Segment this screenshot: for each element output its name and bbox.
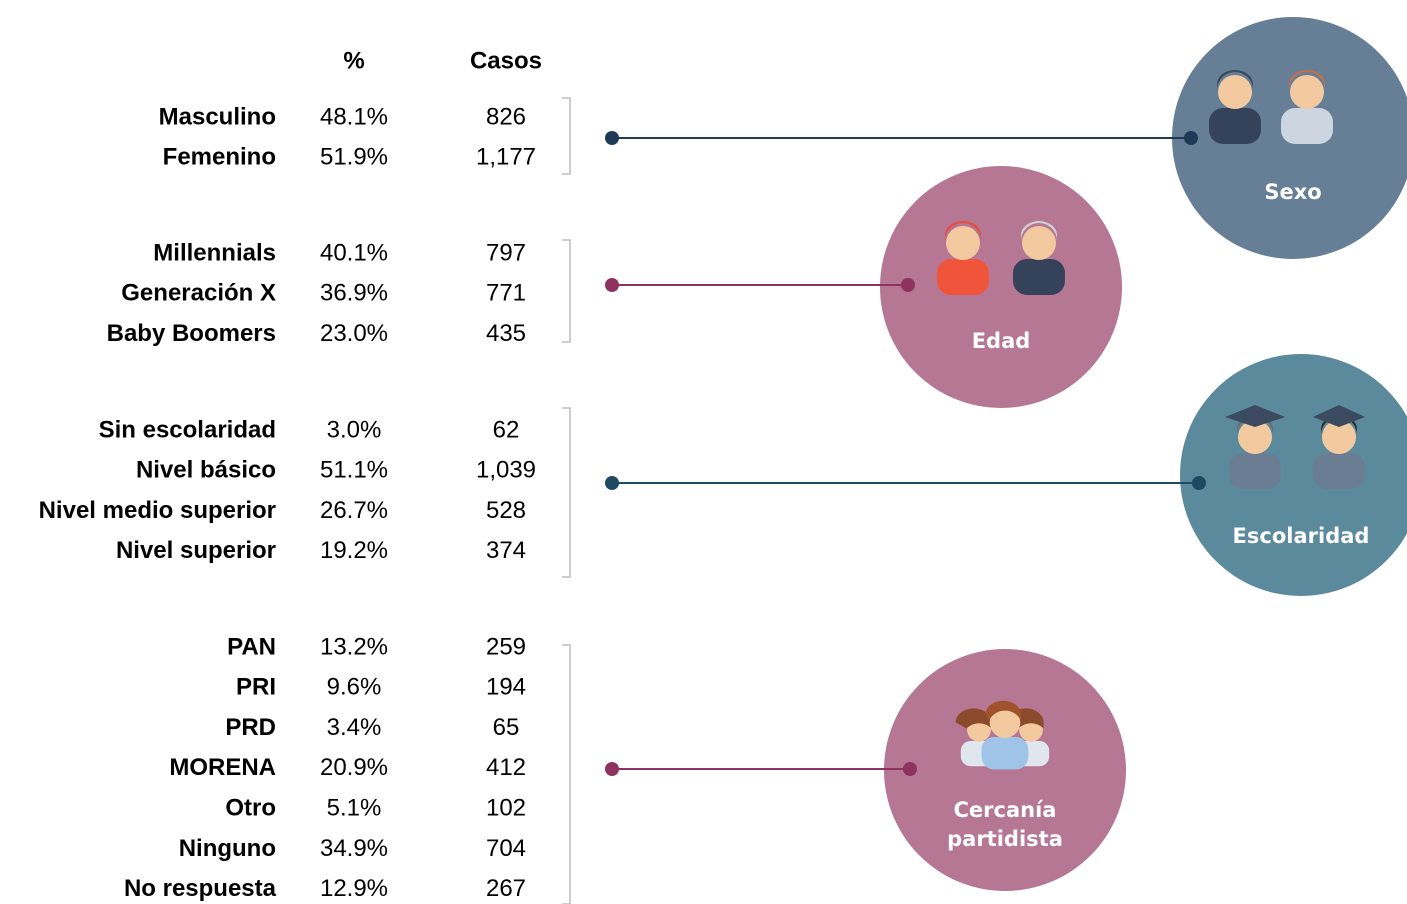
icon-head [1022, 226, 1056, 260]
icon-body [1013, 259, 1065, 295]
category-title: Escolaridad [1232, 524, 1370, 548]
row-percent: 51.1% [320, 457, 388, 484]
connector-dot [605, 278, 619, 292]
icon-head [989, 707, 1021, 738]
row-percent: 20.9% [320, 754, 388, 781]
row-percent: 13.2% [320, 633, 388, 660]
icon-body [1313, 453, 1365, 489]
row-cases: 826 [486, 103, 526, 130]
row-label: Femenino [163, 144, 276, 171]
row-percent: 3.0% [327, 416, 382, 443]
icon-body [937, 259, 989, 295]
row-cases: 1,039 [476, 457, 536, 484]
icon-cap [1225, 405, 1365, 427]
row-cases: 267 [486, 875, 526, 902]
row-percent: 51.9% [320, 144, 388, 171]
category-circle [884, 649, 1126, 891]
bracket [562, 407, 571, 578]
bracket [562, 644, 571, 904]
bracket [562, 239, 571, 343]
row-percent: 40.1% [320, 239, 388, 266]
row-cases: 704 [486, 835, 526, 862]
icon-head [1218, 75, 1252, 109]
row-label: No respuesta [124, 875, 277, 902]
connector-dot [1184, 131, 1198, 145]
row-cases: 62 [493, 416, 520, 443]
row-cases: 1,177 [476, 144, 536, 171]
row-cases: 412 [486, 754, 526, 781]
connector-dot [903, 762, 917, 776]
row-percent: 5.1% [327, 795, 382, 822]
row-percent: 19.2% [320, 537, 388, 564]
row-percent: 9.6% [327, 674, 382, 701]
row-label: Nivel medio superior [39, 497, 276, 524]
row-cases: 797 [486, 239, 526, 266]
bracket [562, 97, 571, 175]
row-label: PRI [236, 674, 276, 701]
row-cases: 528 [486, 497, 526, 524]
row-label: Millennials [153, 239, 276, 266]
row-cases: 102 [486, 795, 526, 822]
row-cases: 435 [486, 320, 526, 347]
connector-dot [1192, 476, 1206, 490]
category-circle [880, 166, 1122, 408]
row-label: Nivel superior [116, 537, 276, 564]
row-label: Baby Boomers [107, 320, 276, 347]
category-title: Sexo [1264, 180, 1322, 204]
row-percent: 34.9% [320, 835, 388, 862]
icon-head [1290, 75, 1324, 109]
row-cases: 374 [486, 537, 526, 564]
header-percent: % [343, 47, 364, 74]
row-label: Generación X [121, 280, 276, 307]
row-label: PAN [227, 633, 276, 660]
connector-dot [605, 476, 619, 490]
row-percent: 12.9% [320, 875, 388, 902]
row-cases: 771 [486, 280, 526, 307]
row-cases: 65 [493, 714, 520, 741]
row-label: Otro [225, 795, 276, 822]
icon-body [1281, 108, 1333, 144]
row-label: Nivel básico [136, 457, 276, 484]
row-label: Ninguno [179, 835, 276, 862]
category-title: Edad [971, 329, 1031, 353]
category-title: Cercanía partidista [947, 798, 1063, 851]
row-percent: 36.9% [320, 280, 388, 307]
row-cases: 259 [486, 633, 526, 660]
row-percent: 23.0% [320, 320, 388, 347]
row-percent: 48.1% [320, 103, 388, 130]
icon-head [946, 226, 980, 260]
icon-hair [955, 708, 992, 729]
row-label: Masculino [159, 103, 276, 130]
connector-dot [605, 762, 619, 776]
connector-dot [605, 131, 619, 145]
row-cases: 194 [486, 674, 526, 701]
header-cases: Casos [470, 47, 542, 74]
connector-dot [901, 278, 915, 292]
icon-hair [985, 700, 1022, 721]
icon-head [1322, 420, 1356, 454]
icon-body [981, 737, 1029, 770]
category-circle [1180, 354, 1407, 596]
row-label: Sin escolaridad [99, 416, 276, 443]
row-percent: 3.4% [327, 714, 382, 741]
row-percent: 26.7% [320, 497, 388, 524]
row-label: MORENA [169, 754, 276, 781]
row-label: PRD [225, 714, 276, 741]
icon-head [1238, 420, 1272, 454]
icon-body [1229, 453, 1281, 489]
icon-body [1209, 108, 1261, 144]
